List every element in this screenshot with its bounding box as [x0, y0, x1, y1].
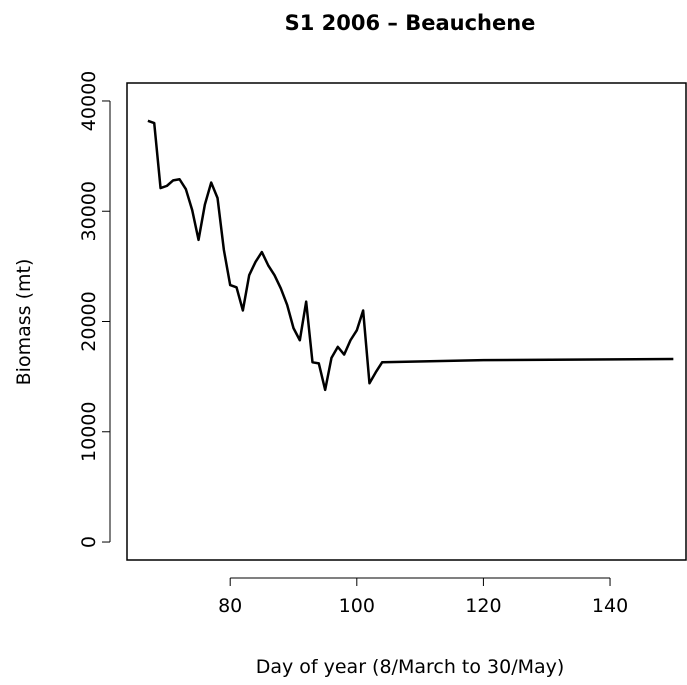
data-line	[147, 119, 674, 392]
chart-title: S1 2006 – Beauchene	[285, 11, 536, 35]
plot-frame	[126, 82, 687, 561]
y-tick-label: 0	[78, 536, 100, 548]
y-tick-label: 30000	[78, 181, 100, 241]
x-tick-label: 80	[218, 595, 242, 617]
x-axis-label: Day of year (8/March to 30/May)	[256, 656, 565, 678]
x-tick-label: 140	[592, 595, 628, 617]
x-tick-label: 120	[465, 595, 501, 617]
y-tick-label: 40000	[78, 71, 100, 131]
y-axis-label: Biomass (mt)	[13, 259, 35, 386]
y-tick-label: 10000	[78, 402, 100, 462]
y-tick-label: 20000	[78, 291, 100, 351]
x-tick-label: 100	[339, 595, 375, 617]
